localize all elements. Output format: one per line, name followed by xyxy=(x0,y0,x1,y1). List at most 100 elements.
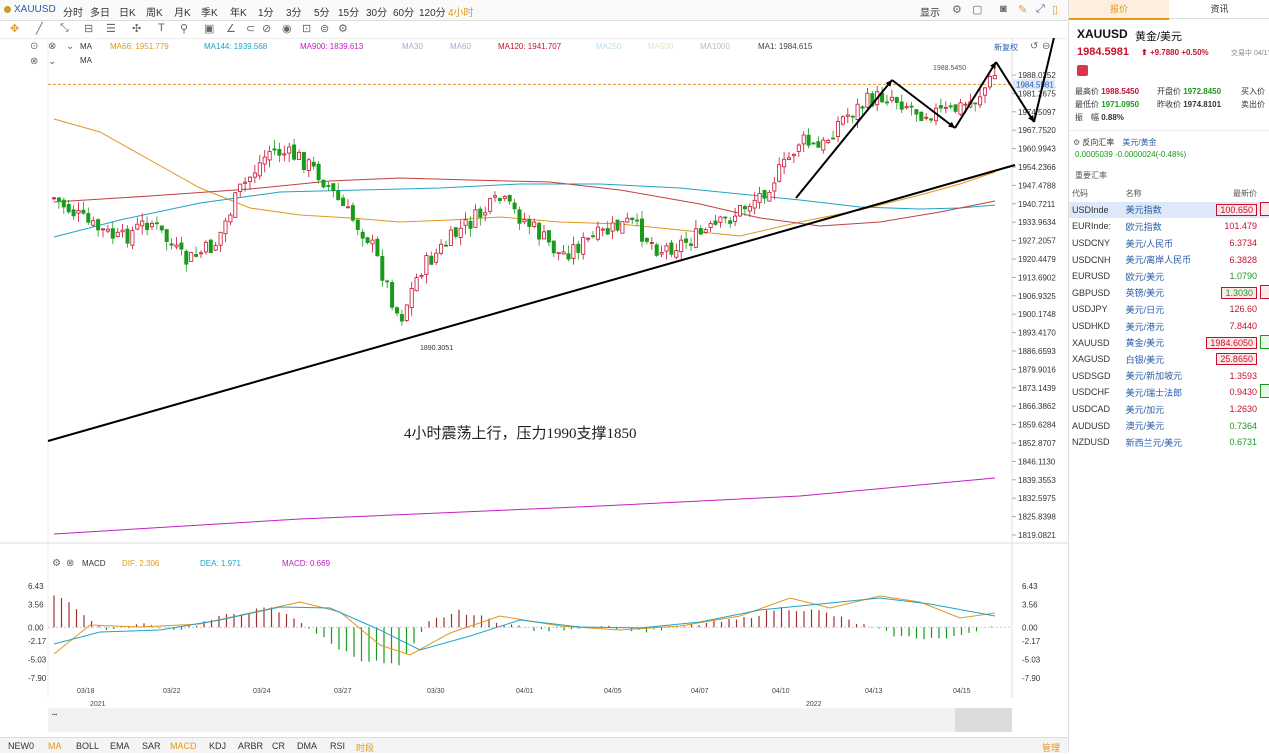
tf-week[interactable]: 周K xyxy=(146,8,163,19)
table-row[interactable]: USDCHF 美元/瑞士法郎 0.9430 xyxy=(1069,384,1269,401)
table-row[interactable]: USDHKD 美元/港元 7.8440 xyxy=(1069,318,1269,335)
candle-body xyxy=(640,218,645,242)
candle-body xyxy=(537,222,542,240)
new-adjust-button[interactable]: 新复权 xyxy=(994,43,1018,52)
candle-body xyxy=(831,137,836,140)
table-row[interactable]: USDCNH 美元/离岸人民币 6.3828 xyxy=(1069,251,1269,268)
tf-4hour[interactable]: 4小时 xyxy=(448,8,474,19)
undo-icon[interactable]: ↺ xyxy=(1030,41,1039,52)
tab-macd[interactable]: MACD xyxy=(170,741,197,751)
tf-quarter[interactable]: 季K xyxy=(201,8,218,19)
table-row[interactable]: GBPUSD 英镑/美元 1.3030 xyxy=(1069,284,1269,302)
tf-year[interactable]: 年K xyxy=(230,8,247,19)
table-row[interactable]: USDJPY 美元/日元 126.60 xyxy=(1069,301,1269,318)
tab-kdj[interactable]: KDJ xyxy=(209,741,227,751)
tf-120min[interactable]: 120分 xyxy=(419,8,446,19)
tf-60min[interactable]: 60分 xyxy=(393,8,415,19)
square-icon[interactable]: ▢ xyxy=(972,4,983,16)
display-menu[interactable]: 显示 xyxy=(920,8,940,19)
macd-tick-left: -2.17 xyxy=(28,637,47,646)
candle-body xyxy=(257,162,262,177)
table-row[interactable]: XAUUSD 黄金/美元 1984.6050 xyxy=(1069,334,1269,351)
table-row[interactable]: AUDUSD 澳元/美元 0.7364 xyxy=(1069,417,1269,434)
tab-period[interactable]: 时段 xyxy=(356,743,375,753)
pen-icon[interactable]: ✎ xyxy=(1018,4,1028,16)
tf-3min[interactable]: 3分 xyxy=(286,8,302,19)
tf-30min[interactable]: 30分 xyxy=(366,8,388,19)
ray-tool-icon[interactable]: ⤡ xyxy=(60,22,69,34)
candle-body xyxy=(821,139,826,151)
eye-icon[interactable]: ◉ xyxy=(282,23,292,35)
channel-tool-icon[interactable]: ☰ xyxy=(106,23,116,35)
year-label: 2022 xyxy=(806,701,822,708)
table-row[interactable]: USDSGD 美元/新加坡元 1.3593 xyxy=(1069,368,1269,385)
table-row[interactable]: NZDUSD 新西兰元/美元 0.6731 xyxy=(1069,434,1269,451)
fib-tool-icon[interactable]: ✣ xyxy=(132,23,142,35)
candle-body xyxy=(61,199,66,208)
minus-icon[interactable]: ⊖ xyxy=(1042,41,1051,52)
tf-5min[interactable]: 5分 xyxy=(314,8,330,19)
tab-dma[interactable]: DMA xyxy=(297,741,317,751)
trash-icon[interactable]: ⊡ xyxy=(302,23,312,35)
close-icon[interactable]: ⊗ xyxy=(30,56,39,67)
table-row[interactable]: USDInde 美元指数 100.650 xyxy=(1069,201,1269,219)
close-icon[interactable]: ⊗ xyxy=(66,558,75,569)
tab-news[interactable]: 资讯 xyxy=(1169,0,1269,19)
crosshair-icon[interactable]: ✥ xyxy=(10,23,20,35)
table-row[interactable]: EURUSD 欧元/美元 1.0790 xyxy=(1069,268,1269,285)
tf-fenshi[interactable]: 分时 xyxy=(63,8,83,19)
tab-quote[interactable]: 报价 xyxy=(1069,0,1169,20)
tf-month[interactable]: 月K xyxy=(174,8,191,19)
hline-tool-icon[interactable]: ⊟ xyxy=(84,23,94,35)
measure-tool-icon[interactable]: ∠ xyxy=(226,23,236,35)
manage-button[interactable]: 管理 xyxy=(1042,743,1061,753)
layers-icon[interactable]: ⊜ xyxy=(320,23,330,35)
tab-boll[interactable]: BOLL xyxy=(76,741,100,751)
price-chart[interactable]: 1988.02521984.59811981.26751974.50971967… xyxy=(0,38,1068,737)
candle-body xyxy=(198,252,203,255)
table-row[interactable]: XAGUSD 白银/美元 25.8650 xyxy=(1069,351,1269,368)
line-tool-icon[interactable]: ╱ xyxy=(36,23,43,35)
config-icon[interactable]: ⚙ xyxy=(338,23,348,35)
table-row[interactable]: USDCAD 美元/加元 1.2630 xyxy=(1069,401,1269,418)
settings-icon[interactable]: ⊙ xyxy=(30,41,39,52)
tf-multiday[interactable]: 多日 xyxy=(90,8,110,19)
lock-icon[interactable]: ⊘ xyxy=(262,23,272,35)
tf-day[interactable]: 日K xyxy=(119,8,136,19)
candle-body xyxy=(184,250,189,265)
tab-ma[interactable]: MA xyxy=(48,741,62,751)
chevron-down-icon[interactable]: ⌄ xyxy=(66,41,75,52)
candle-body xyxy=(747,206,752,212)
tab-arbr[interactable]: ARBR xyxy=(238,741,264,751)
chevron-down-icon[interactable]: ⌄ xyxy=(48,56,57,67)
dif-value: DIF: 2.306 xyxy=(122,559,160,568)
tab-rsi[interactable]: RSI xyxy=(330,741,346,751)
candle-body xyxy=(649,242,654,244)
tab-ema[interactable]: EMA xyxy=(110,741,130,751)
settings-icon[interactable]: ⚙ xyxy=(952,4,962,16)
camera-icon[interactable]: ◙ xyxy=(1000,3,1007,15)
settings-icon[interactable]: ⚙ xyxy=(52,558,61,569)
table-row[interactable]: EURInde: 欧元指数 101.479 xyxy=(1069,218,1269,235)
fullscreen-icon[interactable]: ⤢ xyxy=(1036,3,1045,15)
table-row[interactable]: USDCNY 美元/人民币 6.3734 xyxy=(1069,235,1269,252)
brush-tool-icon[interactable]: ⚲ xyxy=(180,23,189,35)
candle-body xyxy=(355,219,360,230)
tab-sar[interactable]: SAR xyxy=(142,741,161,751)
shape-tool-icon[interactable]: ▣ xyxy=(204,23,215,35)
symbol-selector[interactable]: XAUUSD xyxy=(4,4,56,15)
candle-body xyxy=(399,314,404,322)
text-tool-icon[interactable]: T xyxy=(158,22,165,34)
magnet-icon[interactable]: ⊂ xyxy=(246,23,256,35)
price-tick: 1933.9634 xyxy=(1018,218,1056,227)
tf-1min[interactable]: 1分 xyxy=(258,8,274,19)
tab-cr[interactable]: CR xyxy=(272,741,285,751)
row-price: 0.6731 xyxy=(1229,437,1257,448)
tf-15min[interactable]: 15分 xyxy=(338,8,360,19)
tab-new0[interactable]: NEW0 xyxy=(8,741,35,751)
bookmark-icon[interactable] xyxy=(1077,65,1088,76)
panel-toggle-icon[interactable]: ▯ xyxy=(1052,4,1059,16)
projection-arrow xyxy=(891,79,956,129)
quote-panel: 报价 资讯 XAUUSD 黄金/美元 1984.5981 ⬆ +9.7880 +… xyxy=(1068,0,1269,752)
close-icon[interactable]: ⊗ xyxy=(48,41,57,52)
